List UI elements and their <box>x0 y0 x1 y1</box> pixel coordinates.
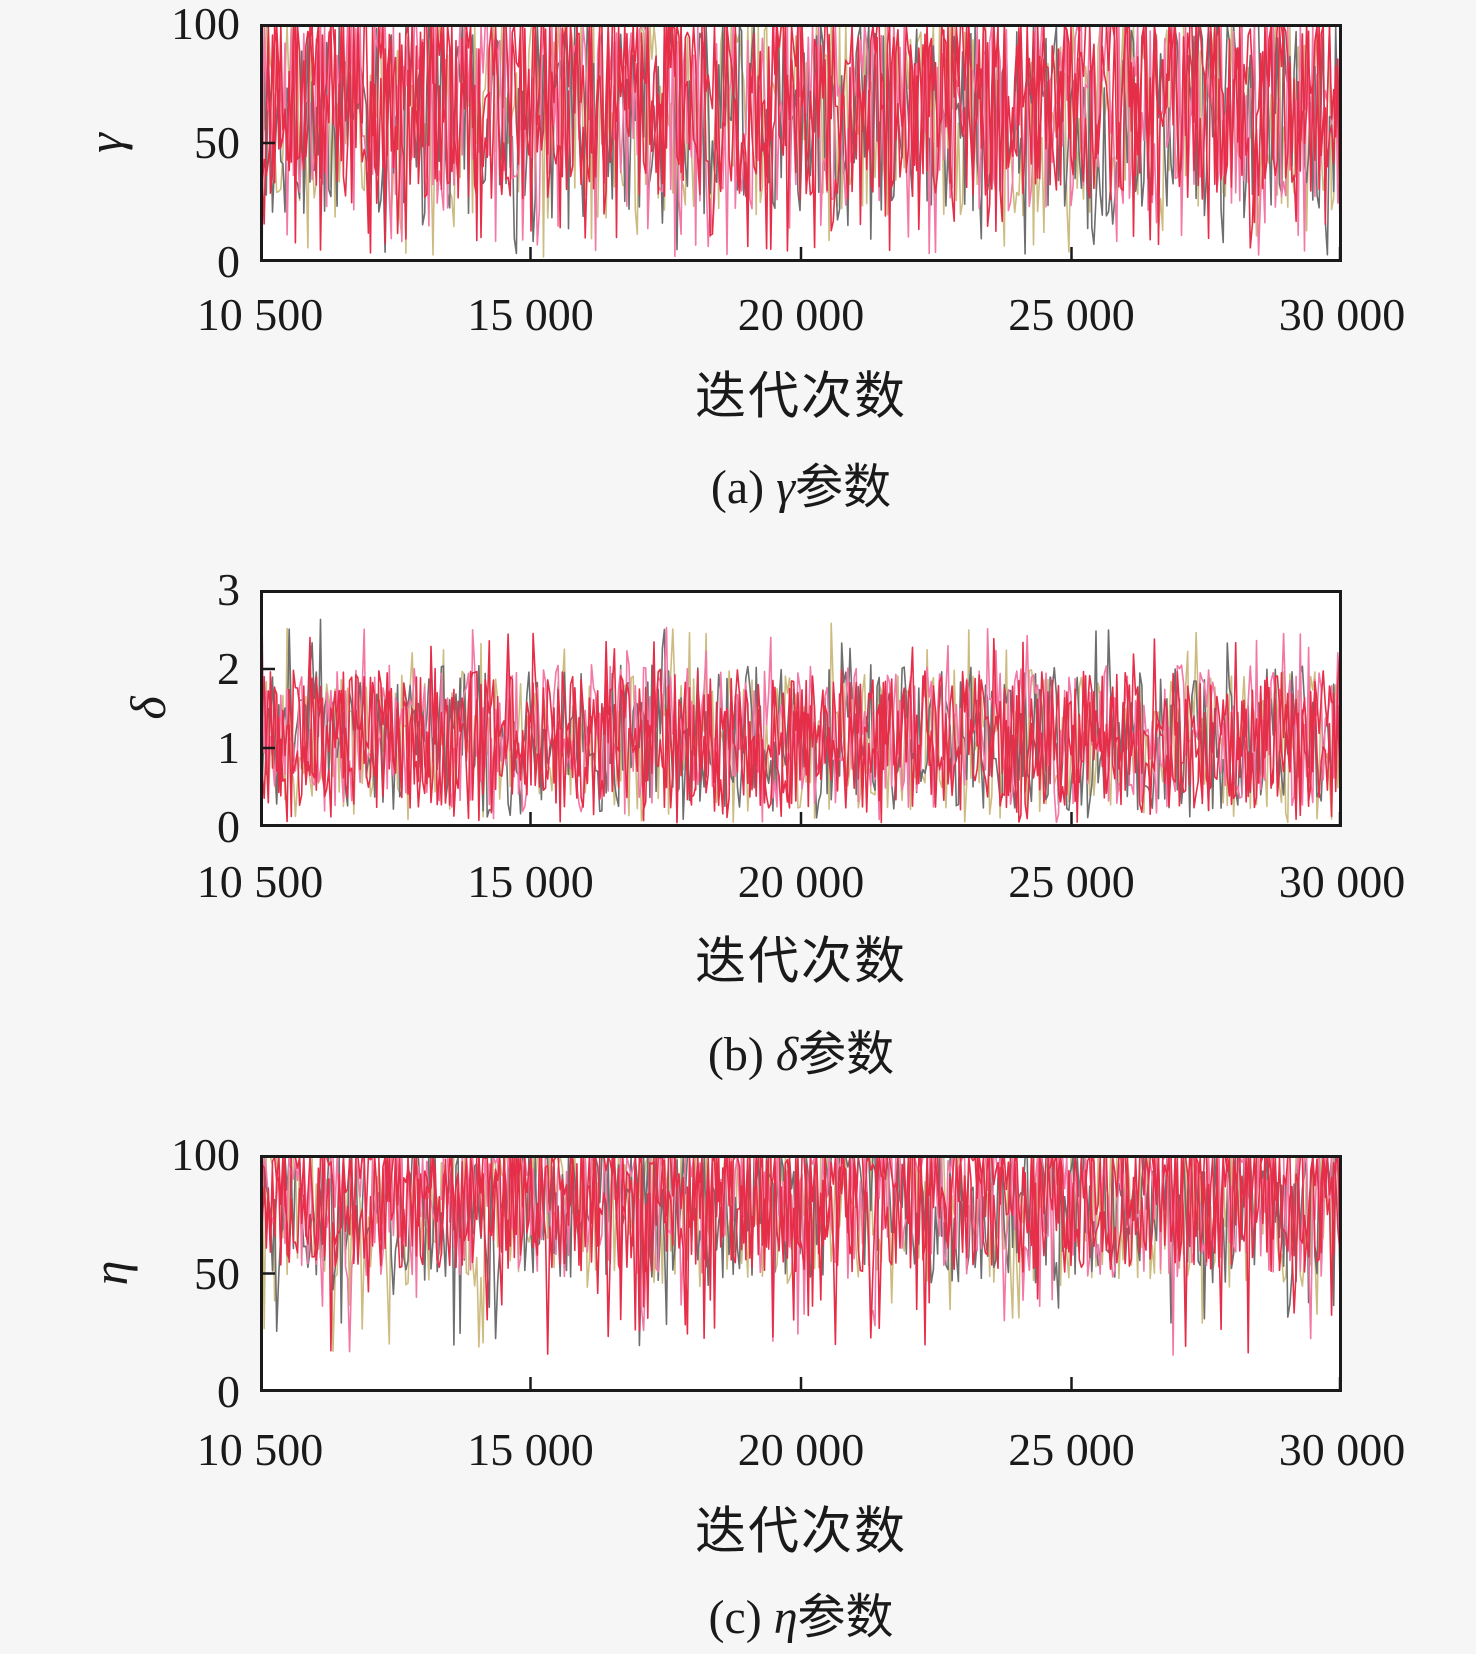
x-tick-label: 30 000 <box>1278 289 1406 340</box>
plot-area-a <box>260 24 1342 262</box>
caption-a-prefix: (a) <box>710 461 777 514</box>
trace-plot-b <box>260 590 1342 827</box>
x-axis-label-b: 迭代次数 <box>694 934 908 991</box>
x-tick-label: 20 000 <box>737 1424 865 1475</box>
y-tick-label: 3 <box>217 564 240 615</box>
y-axis-label-delta: δ <box>120 696 176 720</box>
y-tick-label: 100 <box>171 1129 240 1180</box>
x-axis-label-a: 迭代次数 <box>694 369 908 426</box>
x-tick-label: 20 000 <box>737 289 865 340</box>
x-tick-label: 10 500 <box>196 856 324 907</box>
x-tick-label: 15 000 <box>467 1424 594 1475</box>
caption-c: (c) η参数 <box>708 1594 893 1642</box>
trace-plot-a <box>260 24 1342 262</box>
y-tick-label: 2 <box>217 643 240 694</box>
trace-chains-group <box>262 1157 1340 1356</box>
caption-c-suffix: 参数 <box>797 1591 894 1644</box>
axis-box <box>260 590 1342 827</box>
axis-box <box>260 24 1342 262</box>
caption-c-symbol: η <box>773 1591 798 1644</box>
trace-chain-red-1 <box>262 1157 1340 1355</box>
x-tick-label: 15 000 <box>467 856 594 907</box>
trace-chain-red-2 <box>262 26 1340 254</box>
trace-chain-red-1 <box>262 632 1340 823</box>
x-tick-label: 20 000 <box>737 856 865 907</box>
y-tick-label: 50 <box>194 117 240 168</box>
x-tick-label: 25 000 <box>1008 289 1135 340</box>
plot-area-b <box>260 590 1342 827</box>
x-tick-label: 30 000 <box>1278 856 1406 907</box>
x-axis-label-c: 迭代次数 <box>694 1504 908 1561</box>
y-tick-label: 100 <box>171 0 240 49</box>
y-tick-label: 50 <box>194 1247 240 1299</box>
y-tick-label: 0 <box>217 801 240 852</box>
caption-b-prefix: (b) <box>707 1028 776 1081</box>
x-tick-label: 15 000 <box>467 289 594 340</box>
y-axis-label-gamma: γ <box>77 133 133 153</box>
caption-b-suffix: 参数 <box>798 1028 895 1081</box>
trace-chain-red-2 <box>262 1157 1340 1352</box>
trace-plot-c <box>260 1155 1342 1392</box>
y-tick-label: 0 <box>217 1366 240 1417</box>
y-axis-label-eta: η <box>82 1260 138 1286</box>
y-tick-label: 0 <box>217 236 240 287</box>
y-tick-label: 1 <box>217 722 240 773</box>
caption-a-symbol: γ <box>776 461 796 514</box>
trace-chains-group <box>262 26 1340 258</box>
axis-box <box>260 1155 1342 1392</box>
caption-a-suffix: 参数 <box>795 461 892 514</box>
x-tick-label: 30 000 <box>1278 1424 1406 1475</box>
caption-c-prefix: (c) <box>708 1591 774 1644</box>
x-tick-label: 25 000 <box>1008 1424 1135 1475</box>
trace-chain-red-2 <box>262 639 1340 824</box>
x-tick-label: 10 500 <box>196 1424 324 1475</box>
caption-a: (a) γ参数 <box>711 464 891 512</box>
x-tick-label: 25 000 <box>1008 856 1135 907</box>
plot-area-c <box>260 1155 1342 1392</box>
caption-b-symbol: δ <box>775 1028 799 1081</box>
trace-chains-group <box>262 618 1340 824</box>
x-tick-label: 10 500 <box>196 289 324 340</box>
caption-b: (b) δ参数 <box>708 1031 894 1079</box>
